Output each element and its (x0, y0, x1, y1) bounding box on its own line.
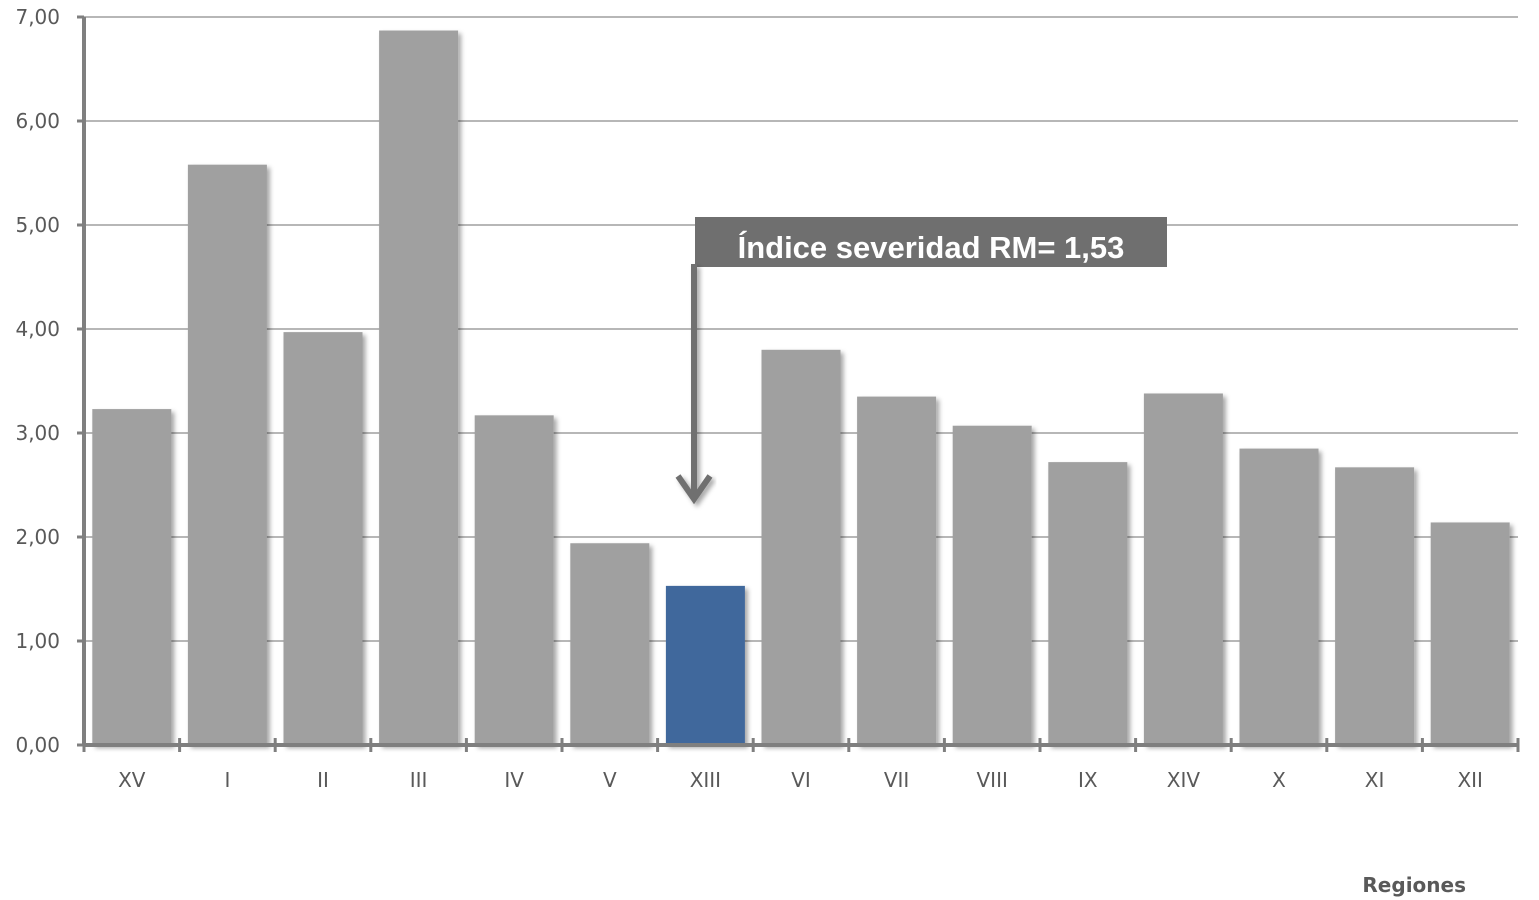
y-tick-label: 6,00 (15, 109, 60, 133)
x-tick-label: XV (118, 768, 146, 792)
x-tick-label: XIV (1167, 768, 1201, 792)
x-tick-label: IX (1078, 768, 1098, 792)
annotation-box (695, 217, 1167, 267)
bar-highlighted (665, 585, 745, 745)
y-tick-label: 0,00 (15, 733, 60, 757)
x-tick-label: XII (1457, 768, 1483, 792)
bar (1143, 393, 1223, 745)
bar (857, 396, 937, 745)
x-tick-label: II (317, 768, 329, 792)
bar (474, 415, 554, 745)
x-tick-label: VI (791, 768, 811, 792)
annotation-text: Índice severidad RM= 1,53 (738, 230, 1125, 265)
bar (283, 332, 363, 745)
x-tick-label: X (1272, 768, 1286, 792)
bar (1239, 448, 1319, 745)
y-tick-label: 4,00 (15, 317, 60, 341)
x-tick-label: VIII (977, 768, 1008, 792)
bar (1048, 462, 1128, 745)
x-tick-label: IV (504, 768, 524, 792)
bar (761, 349, 841, 745)
bar (92, 409, 172, 745)
bars (92, 30, 1510, 745)
bar (1430, 522, 1510, 745)
x-tick-label: VII (884, 768, 909, 792)
annotation-callout: Índice severidad RM= 1,53 (675, 217, 1167, 505)
bar (1335, 467, 1415, 745)
bar (187, 164, 267, 745)
bar (570, 543, 650, 745)
x-tick-label: V (603, 768, 617, 792)
y-tick-label: 3,00 (15, 421, 60, 445)
x-axis-title: Regiones (1362, 873, 1466, 897)
bar (379, 30, 459, 745)
x-tick-label: XI (1365, 768, 1385, 792)
y-tick-label: 1,00 (15, 629, 60, 653)
x-tick-label: XIII (690, 768, 721, 792)
bar (952, 425, 1032, 745)
y-tick-label: 2,00 (15, 525, 60, 549)
x-tick-label: I (224, 768, 230, 792)
y-tick-label: 5,00 (15, 213, 60, 237)
y-tick-label: 7,00 (15, 5, 60, 29)
annotation-arrow (675, 264, 713, 505)
x-tick-label: III (410, 768, 428, 792)
